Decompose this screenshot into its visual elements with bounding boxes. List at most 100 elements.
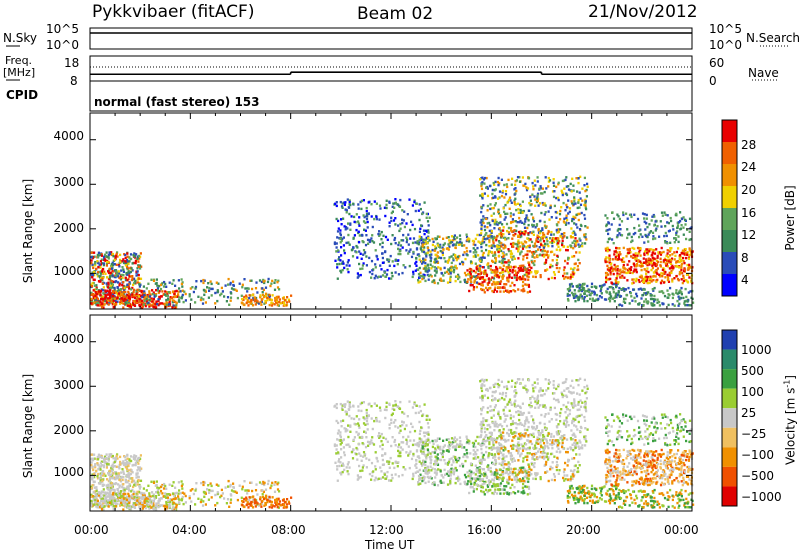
velocity-echo: [270, 506, 274, 509]
power-echo: [165, 294, 168, 297]
power-echo: [365, 234, 368, 237]
power-echo: [487, 254, 490, 257]
power-echo: [543, 190, 546, 194]
power-echo: [532, 218, 535, 221]
power-echo: [504, 193, 508, 196]
velocity-echo: [204, 492, 207, 495]
velocity-echo: [138, 485, 141, 488]
power-echo: [134, 261, 137, 265]
power-echo: [528, 250, 531, 253]
power-echo: [114, 256, 117, 259]
power-echo: [410, 220, 413, 223]
power-echo: [530, 213, 533, 216]
power-echo: [108, 251, 111, 254]
power-echo: [564, 178, 567, 182]
power-echo: [605, 256, 608, 259]
power-echo: [486, 288, 489, 292]
power-echo: [393, 236, 397, 240]
velocity-echo: [122, 470, 125, 473]
power-echo: [503, 183, 506, 187]
power-echo: [417, 272, 421, 276]
power-echo: [344, 201, 347, 204]
power-echo: [481, 281, 484, 284]
power-echo: [480, 210, 483, 214]
power-echo: [486, 187, 489, 190]
power-echo: [99, 276, 103, 280]
velocity-echo: [133, 483, 136, 487]
power-echo: [638, 275, 641, 279]
power-echo: [383, 206, 386, 209]
power-echo: [429, 250, 432, 253]
power-echo: [684, 268, 687, 271]
power-echo: [254, 298, 257, 301]
power-echo: [501, 189, 505, 193]
power-echo: [478, 241, 481, 244]
power-echo: [365, 255, 368, 258]
velocity-echo: [132, 505, 135, 509]
velocity-echo: [283, 505, 286, 509]
velocity-echo: [107, 472, 110, 475]
power-echo: [529, 199, 532, 202]
power-echo: [379, 264, 382, 267]
power-echo: [135, 274, 138, 277]
velocity-echo: [175, 491, 178, 495]
velocity-cbar-tick: −25: [741, 427, 767, 441]
velocity-echo: [104, 456, 107, 460]
velocity-echo: [151, 502, 154, 505]
power-echo: [270, 282, 273, 285]
velocity-echo: [173, 507, 176, 510]
velocity-echo: [241, 488, 244, 491]
power-echo: [173, 292, 176, 296]
power-echo: [281, 301, 284, 304]
power-echo: [478, 257, 481, 261]
velocity-echo: [111, 465, 115, 469]
velocity-echo: [108, 498, 111, 501]
power-echo: [686, 300, 689, 303]
velocity-echo: [250, 501, 253, 504]
power-echo: [500, 235, 503, 238]
power-echo: [663, 234, 666, 238]
power-echo: [115, 292, 118, 295]
velocity-echo: [175, 503, 178, 507]
power-echo: [374, 249, 377, 252]
power-echo: [622, 264, 625, 267]
power-echo: [493, 204, 497, 207]
power-echo: [167, 291, 170, 294]
power-echo: [551, 190, 555, 193]
power-echo: [462, 261, 465, 264]
power-echo: [397, 273, 400, 276]
power-echo: [160, 295, 163, 298]
power-echo: [650, 297, 653, 300]
power-echo: [502, 243, 505, 246]
velocity-echo: [143, 492, 146, 495]
power-echo: [539, 253, 542, 256]
power-echo: [480, 276, 483, 279]
power-echo: [403, 210, 406, 213]
velocity-echo: [112, 491, 115, 495]
velocity-echo: [194, 503, 197, 506]
power-echo: [566, 249, 569, 252]
power-echo: [126, 279, 129, 282]
power-echo: [525, 241, 528, 244]
velocity-echo: [117, 465, 120, 469]
power-echo: [133, 252, 136, 255]
power-echo: [507, 263, 510, 267]
velocity-echo: [124, 478, 127, 481]
power-echo: [493, 288, 496, 291]
power-echo: [665, 263, 669, 266]
power-echo: [106, 299, 109, 302]
power-echo: [438, 245, 441, 248]
power-echo: [526, 245, 529, 248]
power-echo: [200, 279, 203, 283]
power-echo: [419, 271, 422, 274]
power-echo: [424, 258, 427, 262]
power-echo: [347, 259, 350, 262]
power-echo: [567, 199, 570, 202]
power-echo: [346, 198, 349, 201]
power-echo: [224, 284, 227, 287]
power-echo: [464, 274, 468, 277]
power-echo: [556, 239, 559, 242]
velocity-echo: [103, 499, 106, 502]
velocity-echo: [102, 457, 106, 460]
velocity-echo: [397, 445, 400, 449]
